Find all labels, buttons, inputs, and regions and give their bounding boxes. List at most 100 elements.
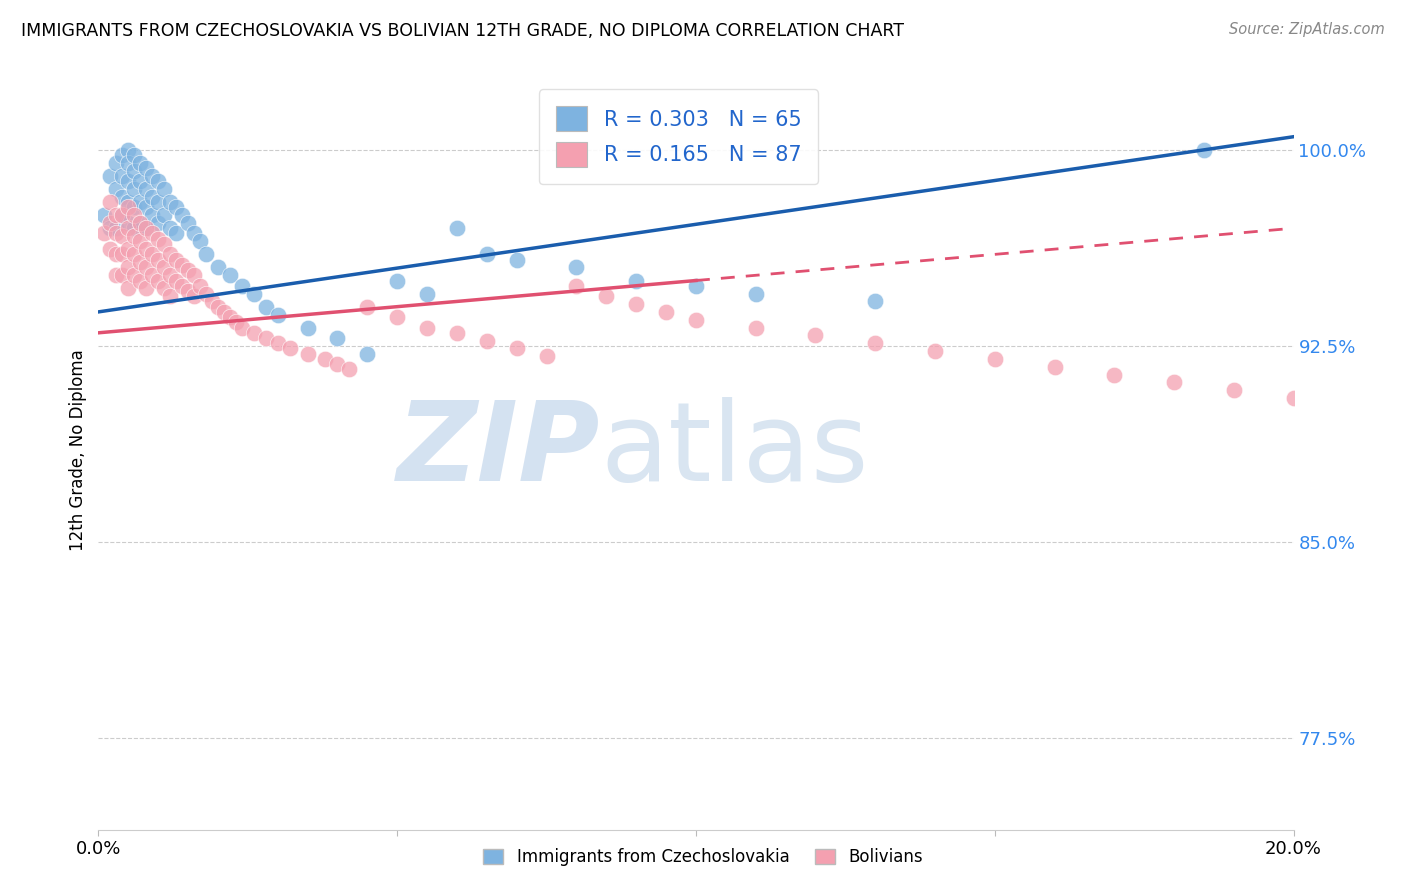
Point — [865, 294, 887, 309]
Point — [297, 347, 319, 361]
Point — [135, 221, 157, 235]
Point — [117, 216, 139, 230]
Point — [339, 362, 361, 376]
Point — [111, 247, 134, 261]
Point — [98, 216, 122, 230]
Point — [207, 260, 229, 275]
Point — [177, 263, 200, 277]
Point — [153, 182, 176, 196]
Point — [105, 156, 128, 170]
Point — [183, 289, 205, 303]
Point — [129, 216, 152, 230]
Point — [117, 143, 139, 157]
Point — [117, 174, 139, 188]
Point — [148, 195, 170, 210]
Point — [135, 161, 157, 175]
Point — [626, 297, 648, 311]
Point — [129, 216, 152, 230]
Point — [326, 331, 349, 345]
Point — [565, 278, 588, 293]
Point — [159, 221, 181, 235]
Point — [117, 156, 139, 170]
Point — [141, 268, 163, 283]
Point — [183, 227, 205, 241]
Point — [124, 268, 146, 283]
Point — [446, 221, 468, 235]
Point — [865, 336, 887, 351]
Point — [129, 174, 152, 188]
Text: IMMIGRANTS FROM CZECHOSLOVAKIA VS BOLIVIAN 12TH GRADE, NO DIPLOMA CORRELATION CH: IMMIGRANTS FROM CZECHOSLOVAKIA VS BOLIVI… — [21, 22, 904, 40]
Point — [356, 300, 378, 314]
Point — [165, 200, 187, 214]
Point — [135, 281, 157, 295]
Point — [153, 260, 176, 275]
Point — [141, 247, 163, 261]
Point — [124, 229, 146, 244]
Point — [219, 310, 242, 325]
Point — [1223, 384, 1246, 398]
Point — [148, 252, 170, 267]
Point — [1043, 359, 1066, 374]
Point — [141, 190, 163, 204]
Point — [98, 242, 122, 256]
Point — [506, 252, 529, 267]
Point — [148, 174, 170, 188]
Point — [385, 273, 409, 287]
Point — [135, 200, 157, 214]
Point — [745, 286, 768, 301]
Point — [1192, 143, 1215, 157]
Point — [201, 294, 224, 309]
Point — [105, 227, 128, 241]
Point — [124, 200, 146, 214]
Point — [111, 148, 134, 162]
Point — [93, 208, 115, 222]
Point — [117, 242, 139, 256]
Point — [297, 320, 319, 334]
Point — [219, 268, 242, 283]
Point — [148, 216, 170, 230]
Point — [105, 247, 128, 261]
Point — [117, 260, 139, 275]
Point — [135, 182, 157, 196]
Point — [117, 195, 139, 210]
Point — [254, 300, 277, 314]
Point — [225, 315, 247, 329]
Point — [177, 284, 200, 298]
Point — [111, 208, 134, 222]
Point — [98, 169, 122, 183]
Point — [159, 195, 181, 210]
Point — [565, 260, 588, 275]
Point — [105, 221, 128, 235]
Point — [475, 334, 498, 348]
Point — [172, 208, 194, 222]
Point — [148, 232, 170, 246]
Point — [129, 195, 152, 210]
Point — [135, 260, 157, 275]
Point — [141, 208, 163, 222]
Point — [129, 235, 152, 249]
Point — [159, 247, 181, 261]
Point — [188, 278, 211, 293]
Point — [1104, 368, 1126, 382]
Text: atlas: atlas — [600, 397, 869, 504]
Point — [98, 221, 122, 235]
Point — [172, 258, 194, 272]
Point — [385, 310, 409, 325]
Point — [326, 357, 349, 371]
Point — [124, 148, 146, 162]
Point — [93, 227, 115, 241]
Point — [111, 268, 134, 283]
Point — [278, 342, 301, 356]
Point — [117, 281, 139, 295]
Point — [1282, 391, 1305, 405]
Point — [685, 312, 707, 326]
Point — [475, 247, 498, 261]
Y-axis label: 12th Grade, No Diploma: 12th Grade, No Diploma — [69, 350, 87, 551]
Point — [231, 278, 253, 293]
Point — [124, 182, 146, 196]
Point — [165, 227, 187, 241]
Point — [159, 268, 181, 283]
Point — [129, 273, 152, 287]
Point — [159, 289, 181, 303]
Point — [655, 305, 678, 319]
